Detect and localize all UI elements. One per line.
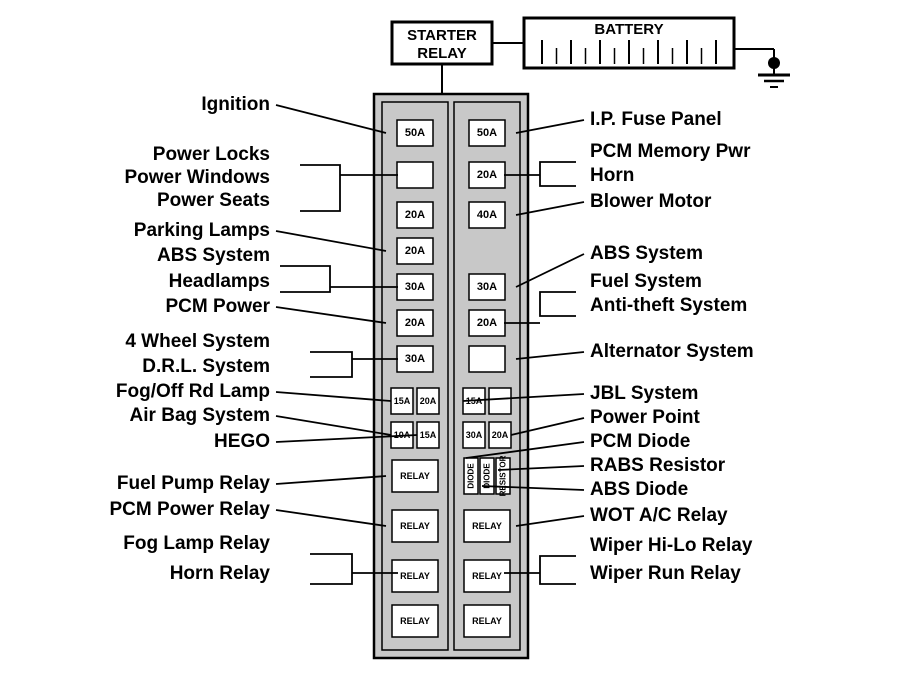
label-left-13: Fuel Pump Relay — [117, 473, 270, 495]
brace — [540, 556, 576, 584]
svg-text:15A: 15A — [394, 396, 411, 406]
label-right-3: Blower Motor — [590, 191, 711, 213]
svg-text:RELAY: RELAY — [472, 571, 502, 581]
starter-relay-label2: RELAY — [417, 45, 466, 62]
label-right-15: Wiper Run Relay — [590, 563, 741, 585]
svg-text:RELAY: RELAY — [400, 616, 430, 626]
label-left-1: Power Locks — [153, 144, 270, 166]
label-left-0: Ignition — [201, 94, 270, 116]
fuse-label: 50A — [477, 127, 497, 139]
label-left-9: D.R.L. System — [142, 356, 270, 378]
svg-text:20A: 20A — [492, 430, 509, 440]
leader-line — [276, 307, 386, 323]
label-right-5: Fuel System — [590, 271, 702, 293]
label-right-12: ABS Diode — [590, 479, 688, 501]
label-right-4: ABS System — [590, 243, 703, 265]
fuse-label: 30A — [405, 353, 425, 365]
svg-text:DIODE: DIODE — [483, 463, 492, 489]
label-right-9: Power Point — [590, 407, 700, 429]
fuse-label: 20A — [477, 169, 497, 181]
leader-line — [276, 510, 386, 526]
leader-line — [276, 476, 386, 484]
fuse-label: 20A — [405, 209, 425, 221]
leader-line — [276, 105, 386, 133]
label-left-3: Power Seats — [157, 190, 270, 212]
label-left-6: Headlamps — [169, 271, 270, 293]
label-right-2: Horn — [590, 165, 634, 187]
battery-label: BATTERY — [594, 21, 663, 38]
label-right-13: WOT A/C Relay — [590, 505, 728, 527]
brace — [280, 266, 330, 292]
fuse-6-R — [469, 346, 505, 372]
fuse-1-L — [397, 162, 433, 188]
label-right-7: Alternator System — [590, 341, 754, 363]
svg-text:RELAY: RELAY — [400, 521, 430, 531]
svg-text:RELAY: RELAY — [472, 521, 502, 531]
fuse-label: 20A — [405, 245, 425, 257]
label-right-0: I.P. Fuse Panel — [590, 109, 722, 131]
fuse-label: 40A — [477, 209, 497, 221]
leader-line — [276, 231, 386, 251]
svg-text:DIODE: DIODE — [467, 463, 476, 489]
brace — [540, 162, 576, 186]
label-left-2: Power Windows — [124, 167, 270, 189]
fuse-label: 50A — [405, 127, 425, 139]
label-left-11: Air Bag System — [130, 405, 270, 427]
label-left-10: Fog/Off Rd Lamp — [116, 381, 270, 403]
brace — [310, 554, 352, 584]
svg-text:RELAY: RELAY — [400, 571, 430, 581]
label-right-14: Wiper Hi-Lo Relay — [590, 535, 752, 557]
svg-text:20A: 20A — [420, 396, 437, 406]
label-left-8: 4 Wheel System — [125, 331, 270, 353]
fuse-label: 20A — [477, 317, 497, 329]
label-right-8: JBL System — [590, 383, 698, 405]
svg-text:RELAY: RELAY — [472, 616, 502, 626]
brace — [540, 292, 576, 316]
fuse-label: 20A — [405, 317, 425, 329]
svg-text:30A: 30A — [466, 430, 483, 440]
svg-text:RESISTOR: RESISTOR — [499, 455, 508, 496]
fuse-label: 30A — [477, 281, 497, 293]
brace — [300, 165, 340, 211]
label-left-16: Horn Relay — [170, 563, 270, 585]
label-left-4: Parking Lamps — [134, 220, 270, 242]
label-left-5: ABS System — [157, 245, 270, 267]
svg-text:RELAY: RELAY — [400, 471, 430, 481]
starter-relay-label: STARTER — [407, 27, 477, 44]
label-left-15: Fog Lamp Relay — [123, 533, 270, 555]
label-left-7: PCM Power — [165, 296, 270, 318]
ground-node — [768, 57, 780, 69]
fuse-label: 30A — [405, 281, 425, 293]
label-right-1: PCM Memory Pwr — [590, 141, 750, 163]
label-left-12: HEGO — [214, 431, 270, 453]
label-right-10: PCM Diode — [590, 431, 690, 453]
mini-fuse — [489, 388, 511, 414]
label-right-11: RABS Resistor — [590, 455, 725, 477]
label-right-6: Anti-theft System — [590, 295, 747, 317]
brace — [310, 352, 352, 377]
label-left-14: PCM Power Relay — [110, 499, 271, 521]
svg-text:15A: 15A — [420, 430, 437, 440]
